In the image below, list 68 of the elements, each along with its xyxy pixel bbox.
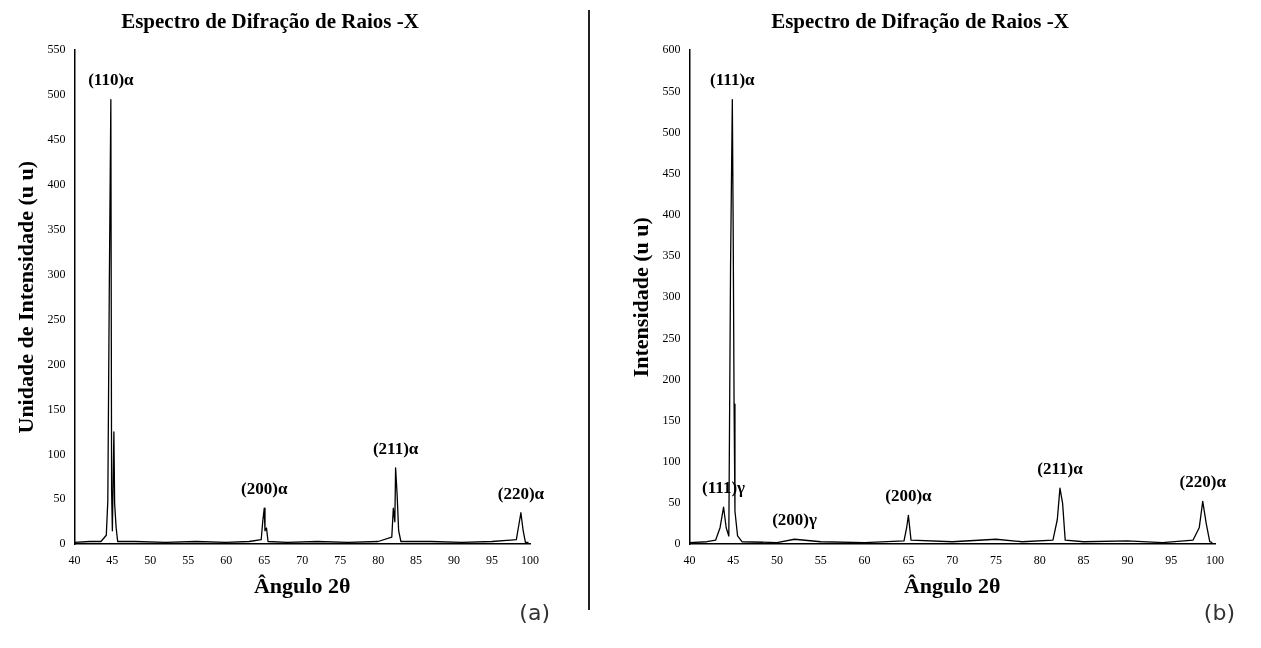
annotation: (200)α bbox=[241, 479, 288, 499]
x-tick-label: 50 bbox=[144, 552, 157, 567]
y-tick-label: 400 bbox=[47, 177, 66, 192]
annotation: (200)α bbox=[885, 486, 933, 506]
y-axis-title: Intensidade (u u) bbox=[627, 217, 653, 378]
annotation: (220)α bbox=[497, 483, 545, 503]
x-tick-label: 100 bbox=[521, 552, 539, 567]
y-tick-label: 250 bbox=[47, 311, 66, 326]
annotation: (211)α bbox=[372, 438, 419, 458]
y-tick-label: 100 bbox=[662, 454, 681, 469]
x-tick-label: 70 bbox=[946, 552, 959, 567]
y-tick-label: 200 bbox=[662, 371, 681, 386]
text: (b) bbox=[1203, 600, 1235, 625]
x-tick-label: 50 bbox=[771, 552, 783, 567]
x-tick-label: 40 bbox=[683, 552, 696, 567]
y-tick-label: 550 bbox=[47, 42, 66, 57]
x-tick-label: 55 bbox=[182, 552, 195, 567]
x-tick-label: 40 bbox=[68, 552, 81, 567]
y-tick-label: 600 bbox=[662, 42, 681, 57]
y-axis-title: Unidade de Intensidade (u u) bbox=[12, 160, 38, 434]
text: (a) bbox=[519, 600, 550, 625]
x-tick-label: 55 bbox=[814, 552, 827, 567]
x-tick-label: 95 bbox=[1165, 552, 1178, 567]
x-tick-label: 90 bbox=[448, 552, 461, 567]
x-tick-label: 45 bbox=[106, 552, 119, 567]
y-tick-label: 450 bbox=[47, 132, 66, 147]
y-tick-label: 0 bbox=[674, 536, 681, 551]
y-tick-label: 400 bbox=[662, 207, 681, 222]
y-tick-label: 350 bbox=[47, 221, 66, 236]
y-tick-label: 300 bbox=[662, 289, 681, 304]
chart-title: Espectro de Difração de Raios -X bbox=[121, 9, 419, 34]
x-tick-label: 100 bbox=[1206, 552, 1224, 567]
y-tick-label: 300 bbox=[47, 266, 66, 281]
x-tick-label: 75 bbox=[990, 552, 1002, 567]
annotation: (200)γ bbox=[772, 510, 817, 530]
x-tick-label: 75 bbox=[334, 552, 347, 567]
y-tick-label: 500 bbox=[47, 87, 66, 102]
y-tick-label: 150 bbox=[47, 401, 66, 416]
y-tick-label: 450 bbox=[662, 165, 681, 180]
x-tick-label: 95 bbox=[486, 552, 499, 567]
x-tick-label: 90 bbox=[1121, 552, 1134, 567]
y-tick-label: 100 bbox=[47, 446, 66, 461]
y-tick-label: 250 bbox=[662, 330, 681, 345]
annotation: (110)α bbox=[88, 70, 135, 90]
annotation: (220)α bbox=[1179, 472, 1227, 492]
x-tick-label: 60 bbox=[858, 552, 871, 567]
y-tick-label: 550 bbox=[662, 83, 681, 98]
x-axis-title: Ângulo 2θ bbox=[903, 573, 1001, 599]
y-tick-label: 350 bbox=[662, 248, 681, 263]
x-tick-label: 70 bbox=[296, 552, 309, 567]
annotation: (211)α bbox=[1037, 459, 1084, 479]
y-tick-label: 200 bbox=[47, 356, 66, 371]
y-tick-label: 50 bbox=[668, 495, 681, 510]
y-tick-label: 0 bbox=[59, 536, 66, 551]
x-tick-label: 80 bbox=[372, 552, 385, 567]
y-tick-label: 500 bbox=[662, 124, 681, 139]
chart-title: Espectro de Difração de Raios -X bbox=[771, 9, 1069, 34]
x-tick-label: 45 bbox=[727, 552, 740, 567]
y-tick-label: 50 bbox=[53, 491, 66, 506]
x-tick-label: 65 bbox=[258, 552, 271, 567]
x-axis-title: Ângulo 2θ bbox=[253, 573, 351, 599]
annotation: (111)α bbox=[710, 70, 756, 90]
y-tick-label: 150 bbox=[662, 412, 681, 427]
x-tick-label: 60 bbox=[220, 552, 233, 567]
x-tick-label: 85 bbox=[410, 552, 423, 567]
x-tick-label: 85 bbox=[1077, 552, 1090, 567]
x-tick-label: 65 bbox=[902, 552, 915, 567]
x-tick-label: 80 bbox=[1033, 552, 1046, 567]
